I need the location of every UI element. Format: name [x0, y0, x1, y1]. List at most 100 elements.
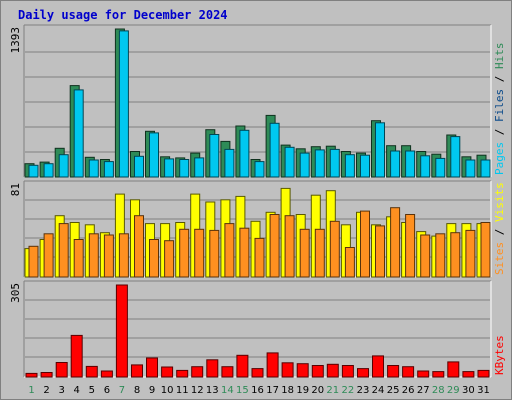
chart-title: Daily usage for December 2024 [18, 8, 228, 22]
bar-files-day-9 [149, 132, 159, 178]
panel-kbytes: 305 KBytes [9, 280, 506, 378]
x-tick-day-31: 31 [477, 385, 490, 396]
bar-sites-day-4 [73, 239, 84, 278]
bar-files-day-11 [179, 159, 190, 178]
bar-sites-day-9 [149, 239, 159, 278]
bar-kbytes-day-28 [432, 371, 445, 378]
bar-sites-day-11 [179, 228, 190, 278]
bar-files-day-10 [164, 158, 175, 178]
bar-files-day-30 [465, 159, 476, 178]
bar-sites-day-25 [390, 207, 401, 278]
legend-separator: / [493, 222, 506, 242]
legend-visits-sites: Sites / Visits [493, 182, 506, 275]
bar-kbytes-day-1 [25, 372, 38, 378]
x-tick-day-25: 25 [387, 385, 400, 396]
bar-kbytes-day-21 [326, 363, 339, 378]
bar-files-day-1 [28, 164, 39, 178]
bar-files-day-27 [420, 155, 431, 178]
bar-sites-day-18 [284, 215, 295, 278]
legend-sites: Sites [493, 242, 506, 275]
bar-files-day-12 [194, 157, 205, 178]
x-tick-day-4: 4 [74, 385, 80, 396]
bar-kbytes-day-26 [402, 366, 415, 378]
bar-sites-day-28 [435, 233, 446, 278]
bar-kbytes-day-18 [281, 362, 294, 378]
bar-sites-day-22 [344, 247, 355, 278]
bar-files-day-26 [405, 150, 416, 178]
bar-kbytes-day-23 [357, 368, 369, 378]
chart-panels: 1393 Pages / Files / Hits 81 Sites / Visits… [9, 24, 506, 378]
x-tick-day-12: 12 [191, 385, 204, 396]
bar-kbytes-day-14 [221, 366, 234, 378]
bar-kbytes-day-4 [70, 334, 83, 378]
legend-pages: Pages [493, 142, 506, 175]
bar-kbytes-day-11 [176, 369, 189, 378]
bar-kbytes-day-7 [115, 284, 128, 378]
x-tick-day-17: 17 [266, 385, 279, 396]
bar-sites-day-13 [209, 229, 220, 278]
bar-kbytes-day-27 [417, 370, 430, 378]
panel-visits-sites: 81 Sites / Visits [9, 180, 506, 278]
legend-hits: Hits [493, 43, 506, 70]
bar-sites-day-8 [134, 215, 144, 278]
y-max-label: 81 [9, 183, 22, 196]
bar-kbytes-day-9 [146, 357, 158, 378]
bar-sites-day-1 [28, 245, 39, 278]
bar-sites-day-7 [118, 233, 129, 278]
bar-kbytes-day-6 [100, 370, 113, 378]
legend-visits: Visits [493, 182, 506, 222]
bar-kbytes-day-17 [266, 352, 279, 378]
bar-sites-day-23 [360, 210, 370, 278]
x-axis-day-labels: 1 2 3 4 5 6 7 8 9 10 11 12 13 14 15 16 17 18 19 20 21 22 23 24 2… [28, 385, 490, 396]
legend-kbytes: KBytes [493, 335, 506, 375]
bar-files-day-14 [224, 148, 235, 178]
bar-sites-day-5 [88, 233, 99, 278]
bar-kbytes-day-8 [131, 364, 143, 378]
x-tick-day-11: 11 [176, 385, 189, 396]
bar-sites-day-31 [480, 222, 491, 278]
bar-kbytes-day-30 [462, 371, 475, 378]
bar-sites-day-24 [375, 225, 385, 278]
bar-files-day-19 [299, 152, 310, 178]
bar-sites-day-3 [58, 223, 69, 278]
x-tick-day-23: 23 [357, 385, 370, 396]
legend-files: Files [493, 89, 506, 122]
bar-files-day-2 [43, 163, 54, 178]
bar-sites-day-30 [465, 229, 476, 278]
y-max-label: 305 [9, 283, 22, 303]
x-tick-day-24: 24 [372, 385, 385, 396]
legend-separator: / [493, 69, 506, 89]
x-tick-day-5: 5 [89, 385, 95, 396]
bar-kbytes-day-10 [161, 366, 174, 378]
bar-kbytes-day-5 [85, 365, 98, 378]
bar-kbytes-day-19 [296, 363, 309, 378]
x-tick-day-2: 2 [43, 385, 49, 396]
bar-sites-day-29 [450, 232, 461, 278]
bar-sites-day-27 [420, 234, 431, 278]
bar-kbytes-day-15 [236, 354, 249, 378]
x-tick-day-22: 22 [342, 385, 355, 396]
bar-files-day-31 [480, 159, 491, 178]
panel-hits-files-pages: 1393 Pages / Files / Hits [9, 24, 506, 178]
x-tick-day-10: 10 [161, 385, 174, 396]
x-tick-day-21: 21 [326, 385, 339, 396]
x-tick-day-13: 13 [206, 385, 219, 396]
bar-sites-day-19 [299, 228, 310, 278]
x-tick-day-8: 8 [134, 385, 140, 396]
bar-kbytes-day-24 [372, 355, 384, 378]
bar-files-day-4 [73, 89, 84, 178]
bar-files-day-8 [134, 155, 144, 178]
bar-sites-day-10 [164, 240, 175, 278]
legend-separator: / [493, 122, 506, 142]
bar-files-day-22 [344, 154, 355, 178]
bar-files-day-15 [239, 129, 250, 178]
x-tick-day-28: 28 [432, 385, 445, 396]
bar-files-day-5 [88, 159, 99, 178]
bar-kbytes-day-2 [40, 372, 53, 378]
x-tick-day-20: 20 [311, 385, 324, 396]
bar-files-day-29 [450, 136, 461, 178]
x-tick-day-14: 14 [221, 385, 234, 396]
x-tick-day-7: 7 [119, 385, 125, 396]
legend-hits-files-pages: Pages / Files / Hits [493, 43, 506, 176]
bar-sites-day-20 [314, 228, 325, 278]
